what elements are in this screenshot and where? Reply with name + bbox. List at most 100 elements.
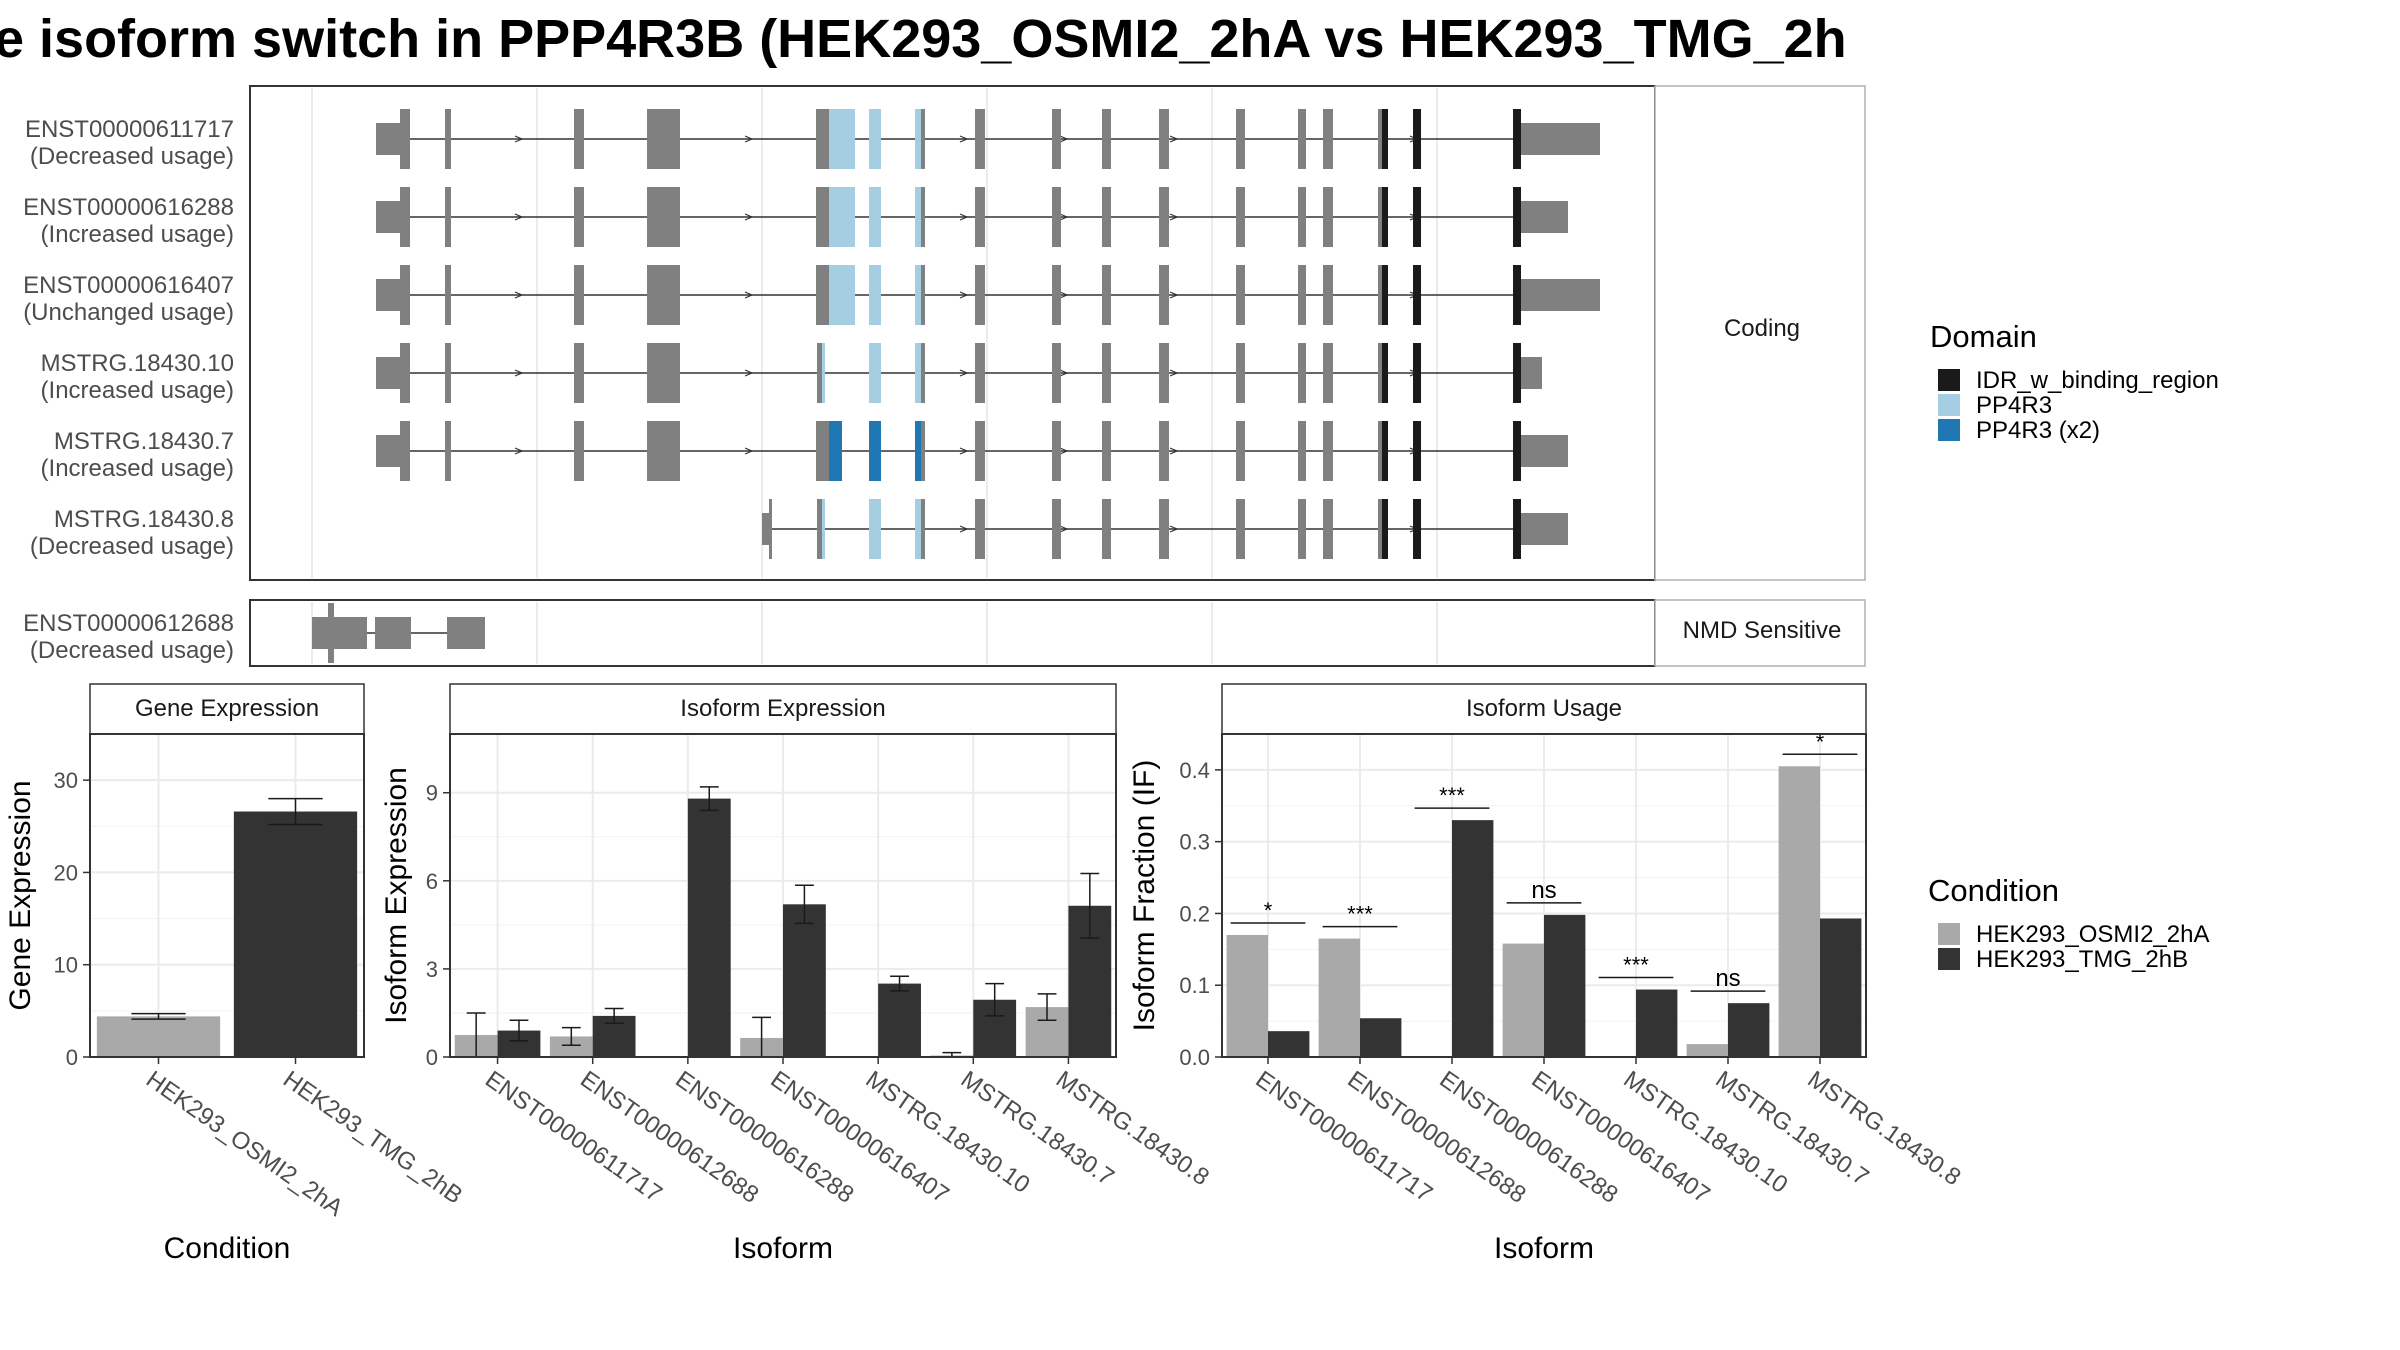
strand-arrow [744,135,754,143]
strand-arrow [514,369,524,377]
bar [1778,766,1820,1057]
utr-block [1521,435,1568,467]
isoform-usage-label: (Decreased usage) [30,637,234,664]
strand-arrow [1169,213,1179,221]
exon-block [647,265,680,325]
strand-arrow [514,135,524,143]
significance-label: ns [1531,877,1556,904]
utr-block [376,279,404,311]
idr-domain-block [1413,265,1421,325]
exon-block [400,109,410,169]
strand-arrow [1169,525,1179,533]
isoform-usage-label: (Decreased usage) [30,533,234,560]
exon-block [400,265,410,325]
exon-block [1298,187,1306,247]
exon-block [647,187,680,247]
utr-block [1521,357,1542,389]
strand-arrow [1169,135,1179,143]
isoform-id-label: MSTRG.18430.8 [54,506,234,533]
domain-legend-label: PP4R3 [1976,392,2052,419]
nmd-strip-label: NMD Sensitive [1683,617,1842,644]
utr-block [1521,279,1600,311]
exon-block [975,265,985,325]
bar [1686,1044,1728,1057]
condition-legend-key [1938,923,1960,945]
idr-domain-block [1513,499,1521,559]
exon-block [1378,499,1382,559]
y-tick-label: 0 [426,1045,438,1070]
exon-block [975,421,985,481]
y-tick-label: 0.4 [1179,758,1210,783]
strand-arrow [1059,369,1069,377]
exon-block [975,499,985,559]
pp4r3-domain-block [869,343,881,403]
idr-domain-block [1513,343,1521,403]
x-tick-label: MSTRG.18430.8 [1051,1066,1214,1191]
exon-block [574,343,584,403]
pp4r3-domain-block [915,499,921,559]
y-tick-label: 9 [426,781,438,806]
exon-block [769,499,772,559]
exon-block [400,421,410,481]
x-axis-title: Isoform [733,1232,833,1265]
exon-block [1236,421,1245,481]
exon-block [1323,499,1333,559]
pp4r3-domain-block [829,109,855,169]
strand-arrow [1169,447,1179,455]
pp4r3-domain-block [822,343,825,403]
y-tick-label: 0.3 [1179,830,1210,855]
exon-block [445,265,451,325]
exon-block [1298,499,1306,559]
isoform-usage-label: (Increased usage) [41,221,234,248]
exon-block [1298,265,1306,325]
exon-block [975,109,985,169]
coding-panel-frame [249,85,1656,581]
idr-domain-block [1413,421,1421,481]
condition-legend-key [1938,948,1960,970]
domain-legend-title: Domain [1930,319,2037,354]
x-tick-label: ENST00000616288 [670,1066,858,1209]
strand-arrow [959,213,969,221]
significance-label: *** [1623,953,1649,978]
strand-arrow [514,213,524,221]
utr-block [312,617,367,649]
bar [1318,938,1360,1057]
significance-label: * [1816,729,1825,754]
utr-block [1521,201,1568,233]
nmd-strip [1654,599,1866,667]
exon-block [1236,343,1245,403]
idr-domain-block [1382,265,1388,325]
exon-block [921,187,925,247]
exon-block [647,343,680,403]
x-tick-label: ENST00000612688 [575,1066,763,1209]
exon-block [1298,109,1306,169]
domain-legend-label: PP4R3 (x2) [1976,417,2100,444]
idr-domain-block [1382,187,1388,247]
bar [687,798,731,1057]
pp4r3-domain-block [869,187,881,247]
idr-domain-block [1513,265,1521,325]
exon-block [1323,421,1333,481]
exon-block [1052,187,1061,247]
exon-block [1159,187,1169,247]
coding-strip-label: Coding [1724,315,1800,342]
exon-block [1236,265,1245,325]
chart-title: Gene Expression [135,695,319,722]
exon-block [1323,109,1333,169]
x-tick-label: MSTRG.18430.10 [1619,1066,1793,1199]
coding-structure-panel: ENST00000611717(Decreased usage)ENST0000… [23,85,1866,581]
significance-label: ns [1715,965,1740,992]
exon-block [400,343,410,403]
exon-block [1052,265,1061,325]
bar [96,1016,221,1057]
exon-block [1159,499,1169,559]
exon-block [921,421,925,481]
strand-arrow [1169,291,1179,299]
strand-arrow [959,447,969,455]
strand-arrow [1059,291,1069,299]
exon-block [1378,187,1382,247]
utr-block [375,617,411,649]
exon-block [1378,265,1382,325]
